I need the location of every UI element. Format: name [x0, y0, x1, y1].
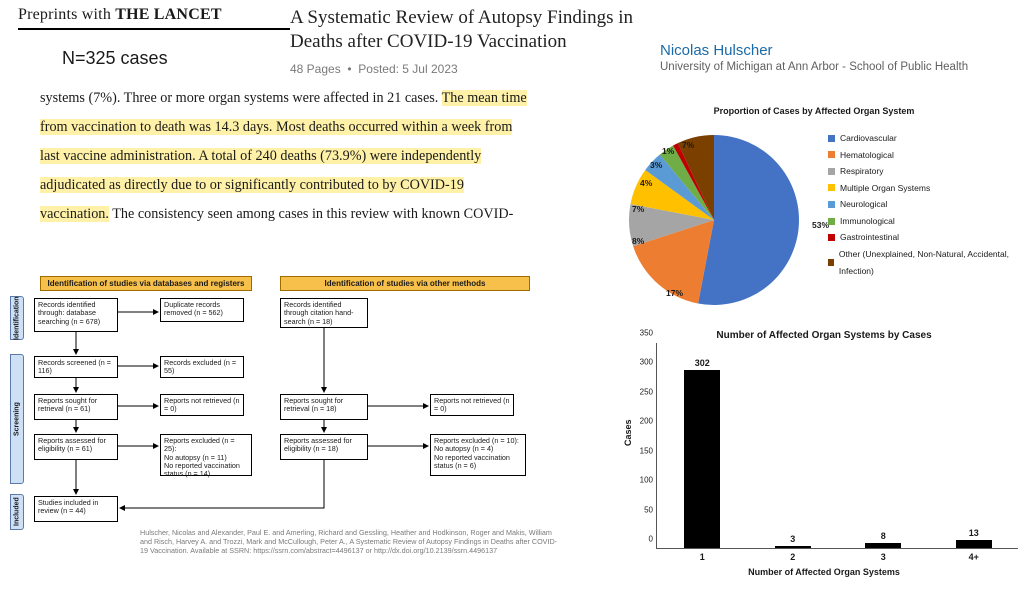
pie-pct-1: 17% [666, 288, 683, 298]
ytick: 150 [631, 446, 653, 455]
citation: Hulscher, Nicolas and Alexander, Paul E.… [140, 528, 560, 555]
excerpt-pre: systems (7%). Three or more organ system… [40, 90, 442, 106]
legend-item-6: Gastrointestinal [828, 229, 1014, 246]
ytick: 250 [631, 387, 653, 396]
legend-item-1: Hematological [828, 147, 1014, 164]
prisma-flowchart: Identification of studies via databases … [4, 276, 560, 538]
preprint-brand: Preprints with THE LANCET [18, 6, 290, 30]
brand-bold: THE LANCET [115, 6, 221, 23]
legend-item-5: Immunological [828, 213, 1014, 230]
pie-svg [614, 120, 814, 320]
pie-pct-5: 3% [650, 160, 662, 170]
legend-item-2: Respiratory [828, 163, 1014, 180]
excerpt-post: The consistency seen among cases in this… [109, 206, 513, 222]
ytick: 0 [631, 535, 653, 544]
flow-arrows [4, 276, 560, 538]
legend-label: Immunological [840, 213, 895, 230]
pie-pct-6: 1% [662, 146, 674, 156]
ytick: 100 [631, 476, 653, 485]
pie-chart: Proportion of Cases by Affected Organ Sy… [614, 106, 1014, 325]
bar-4+ [956, 540, 992, 548]
bar-3 [865, 543, 901, 548]
bar-1 [684, 370, 720, 548]
bar-title: Number of Affected Organ Systems by Case… [630, 330, 1018, 343]
ytick: 200 [631, 417, 653, 426]
legend-item-0: Cardiovascular [828, 130, 1014, 147]
ytick: 50 [631, 505, 653, 514]
legend-label: Respiratory [840, 163, 883, 180]
bar-xlabel-4+: 4+ [956, 552, 992, 562]
legend-label: Multiple Organ Systems [840, 180, 930, 197]
legend-swatch [828, 168, 835, 175]
legend-item-7: Other (Unexplained, Non-Natural, Acciden… [828, 246, 1014, 279]
pie-pct-4: 4% [640, 178, 652, 188]
legend-item-3: Multiple Organ Systems [828, 180, 1014, 197]
n-cases: N=325 cases [18, 30, 290, 69]
ytick: 350 [631, 329, 653, 338]
legend-label: Gastrointestinal [840, 229, 899, 246]
legend-swatch [828, 151, 835, 158]
ytick: 300 [631, 358, 653, 367]
legend-swatch [828, 218, 835, 225]
brand-prefix: Preprints with [18, 6, 115, 23]
pie-pct-2: 8% [632, 236, 644, 246]
bar-xlabel-3: 3 [865, 552, 901, 562]
posted-date: Posted: 5 Jul 2023 [358, 62, 457, 76]
legend-label: Cardiovascular [840, 130, 897, 147]
pie-pct-0: 53% [812, 220, 829, 230]
bar-value-4+: 13 [956, 528, 992, 538]
pie-title: Proportion of Cases by Affected Organ Sy… [614, 106, 1014, 120]
bar-chart: Number of Affected Organ Systems by Case… [630, 330, 1018, 580]
legend-label: Neurological [840, 196, 887, 213]
bar-value-3: 8 [865, 531, 901, 541]
paper-meta: 48 Pages • Posted: 5 Jul 2023 [290, 54, 650, 76]
pie-legend: CardiovascularHematologicalRespiratoryMu… [814, 120, 1014, 325]
bar-value-1: 302 [684, 358, 720, 368]
bar-value-2: 3 [775, 534, 811, 544]
bar-2 [775, 546, 811, 548]
author-link[interactable]: Nicolas Hulscher [660, 42, 1010, 59]
excerpt-highlight: The mean time from vaccination to death … [40, 90, 527, 222]
legend-swatch [828, 259, 834, 266]
legend-swatch [828, 234, 835, 241]
legend-item-4: Neurological [828, 196, 1014, 213]
legend-swatch [828, 135, 835, 142]
legend-label: Hematological [840, 147, 894, 164]
legend-swatch [828, 184, 835, 191]
bar-xlabel-2: 2 [775, 552, 811, 562]
bar-xlabel-1: 1 [684, 552, 720, 562]
legend-label: Other (Unexplained, Non-Natural, Acciden… [839, 246, 1014, 279]
paper-title: A Systematic Review of Autopsy Findings … [290, 6, 650, 54]
page-count: 48 Pages [290, 62, 341, 76]
pie-pct-3: 7% [632, 204, 644, 214]
abstract-excerpt: systems (7%). Three or more organ system… [0, 76, 530, 230]
pie-pct-7: 7% [682, 140, 694, 150]
legend-swatch [828, 201, 835, 208]
affiliation: University of Michigan at Ann Arbor - Sc… [660, 59, 1010, 73]
